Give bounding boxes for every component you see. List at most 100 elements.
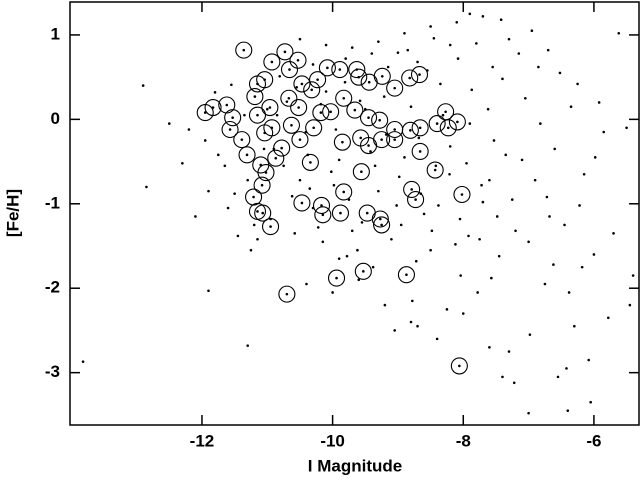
star-dot: [593, 156, 597, 159]
circled-star-center: [353, 108, 357, 112]
star-dot: [455, 20, 459, 24]
star-dot: [631, 274, 635, 277]
star-dot: [524, 96, 527, 100]
star-dot: [330, 170, 333, 174]
circled-star-center: [270, 60, 274, 64]
star-dot: [628, 303, 632, 307]
star-dot: [181, 161, 184, 165]
star-dot: [360, 221, 364, 224]
star-dot: [416, 60, 419, 64]
star-dot: [556, 375, 560, 379]
circled-star: [248, 106, 267, 124]
circled-star: [354, 262, 372, 280]
star-dot: [278, 74, 282, 78]
circled-star-center: [242, 48, 246, 52]
circled-star-center: [446, 126, 450, 130]
circled-star-center: [393, 128, 396, 131]
circled-star: [428, 115, 446, 133]
star-dot: [141, 84, 145, 87]
circled-star-center: [408, 76, 412, 80]
circled-star-center: [342, 190, 346, 194]
circled-star: [276, 43, 294, 61]
star-dot: [439, 82, 442, 86]
star-dot: [377, 189, 380, 193]
y-tick-label: 1: [51, 24, 60, 43]
star-dot: [432, 37, 436, 40]
star-dot: [256, 237, 259, 241]
circled-star-center: [288, 68, 291, 71]
circled-star: [273, 139, 291, 157]
star-dot: [350, 229, 354, 233]
star-dot: [475, 42, 478, 45]
star-dot: [298, 37, 302, 41]
star-dot: [246, 344, 249, 347]
y-tick-label: 0: [51, 109, 60, 128]
star-dot: [495, 215, 499, 218]
circled-star: [245, 188, 263, 206]
circled-star-center: [341, 140, 344, 144]
star-dot: [533, 178, 537, 182]
circled-star-center: [393, 86, 396, 90]
circled-star: [303, 81, 321, 99]
star-dot: [226, 206, 230, 210]
star-dot: [233, 192, 236, 195]
star-dot: [230, 83, 233, 87]
star-dot: [573, 324, 576, 328]
circled-star-center: [444, 110, 447, 114]
circled-star: [359, 136, 378, 155]
star-dot: [409, 105, 413, 108]
star-dot: [514, 229, 517, 233]
star-dot: [397, 175, 401, 179]
star-dot: [249, 248, 253, 252]
star-dot: [282, 164, 285, 168]
circled-star: [350, 68, 368, 86]
star-dot: [558, 71, 562, 75]
x-tick-label: -12: [190, 431, 215, 450]
star-dot: [390, 237, 393, 241]
star-dot: [343, 80, 347, 84]
circled-star-center: [357, 75, 361, 79]
star-dot: [441, 113, 445, 117]
star-dot: [578, 204, 581, 207]
circled-star-center: [410, 188, 413, 191]
circled-star-center: [458, 364, 461, 368]
circled-star-center: [225, 103, 229, 107]
star-dot: [386, 65, 390, 69]
circled-star-center: [298, 138, 302, 141]
star-dot: [488, 346, 491, 349]
circled-star: [448, 113, 466, 131]
circled-star: [403, 180, 421, 198]
circled-star: [312, 196, 331, 215]
star-dot: [422, 212, 426, 216]
circled-star: [386, 79, 404, 97]
star-dot: [429, 248, 432, 252]
circled-star-center: [240, 138, 244, 141]
circled-star-center: [300, 201, 304, 205]
circled-star-center: [283, 50, 287, 54]
star-dot: [481, 200, 485, 204]
circled-star-center: [433, 168, 437, 172]
circled-star: [373, 216, 391, 234]
star-dot: [430, 229, 434, 233]
star-dot: [527, 411, 530, 415]
star-dot: [207, 189, 210, 193]
star-dot: [459, 274, 462, 277]
star-dot: [501, 375, 504, 379]
star-dot: [369, 150, 372, 153]
circled-star-center: [414, 198, 417, 201]
circled-star-center: [231, 116, 234, 119]
circled-star: [401, 121, 419, 139]
star-dot: [504, 153, 508, 157]
circled-star: [439, 119, 457, 137]
circled-star-center: [253, 95, 257, 98]
star-dot: [448, 145, 452, 148]
star-dot: [429, 25, 432, 28]
star-dot: [236, 234, 240, 238]
circled-star: [221, 120, 239, 139]
star-dot: [324, 43, 328, 47]
circled-star-center: [338, 68, 342, 71]
star-dot: [480, 183, 483, 187]
star-dot: [537, 65, 540, 69]
circled-star: [293, 194, 311, 212]
